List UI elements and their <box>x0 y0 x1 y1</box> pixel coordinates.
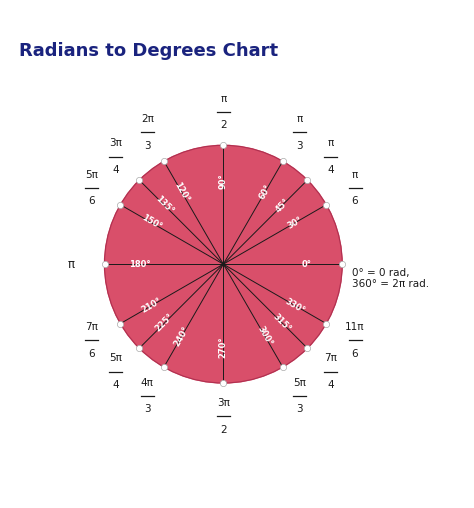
Text: 3π: 3π <box>109 138 122 148</box>
Text: 150°: 150° <box>140 213 163 232</box>
Text: 11π: 11π <box>345 322 365 332</box>
Text: 300°: 300° <box>255 325 274 348</box>
Text: 7π: 7π <box>85 322 98 332</box>
Text: 3: 3 <box>296 404 303 414</box>
Text: 4: 4 <box>112 380 119 390</box>
Text: 60°: 60° <box>257 183 273 201</box>
Text: 3π: 3π <box>217 398 230 408</box>
Text: 135°: 135° <box>154 195 175 216</box>
Text: 5π: 5π <box>109 354 122 363</box>
Text: 315°: 315° <box>271 312 293 334</box>
Text: π: π <box>352 170 358 180</box>
Text: 210°: 210° <box>140 296 163 315</box>
Circle shape <box>104 145 342 383</box>
Text: 270°: 270° <box>219 336 228 358</box>
Text: 330°: 330° <box>284 297 307 315</box>
Text: π: π <box>328 138 334 148</box>
Text: 4: 4 <box>112 165 119 175</box>
Text: 180°: 180° <box>129 260 151 269</box>
Text: 225°: 225° <box>154 312 175 334</box>
Text: 90°: 90° <box>219 173 228 189</box>
Text: 45°: 45° <box>273 197 291 214</box>
Text: 2: 2 <box>220 425 227 434</box>
Text: 30°: 30° <box>286 215 304 231</box>
Text: 6: 6 <box>352 348 358 359</box>
Text: π: π <box>296 114 302 124</box>
Text: 0° = 0 rad,
360° = 2π rad.: 0° = 0 rad, 360° = 2π rad. <box>352 268 429 289</box>
Text: 4π: 4π <box>141 377 154 388</box>
Text: Radians to Degrees Chart: Radians to Degrees Chart <box>19 42 278 60</box>
Text: 4: 4 <box>328 165 334 175</box>
Text: π: π <box>220 94 227 104</box>
Text: 5π: 5π <box>85 170 98 180</box>
Text: 6: 6 <box>352 197 358 206</box>
Text: 3: 3 <box>296 141 303 151</box>
Text: π: π <box>68 258 75 271</box>
Text: 3: 3 <box>144 404 151 414</box>
Text: 240°: 240° <box>173 325 191 348</box>
Text: 2: 2 <box>220 120 227 131</box>
Text: 5π: 5π <box>293 377 306 388</box>
Text: 0°: 0° <box>301 260 311 269</box>
Text: 6: 6 <box>88 197 95 206</box>
Text: 3: 3 <box>144 141 151 151</box>
Text: 2π: 2π <box>141 114 154 124</box>
Text: 6: 6 <box>88 348 95 359</box>
Text: 120°: 120° <box>173 180 191 204</box>
Text: 4: 4 <box>328 380 334 390</box>
Text: 7π: 7π <box>324 354 337 363</box>
